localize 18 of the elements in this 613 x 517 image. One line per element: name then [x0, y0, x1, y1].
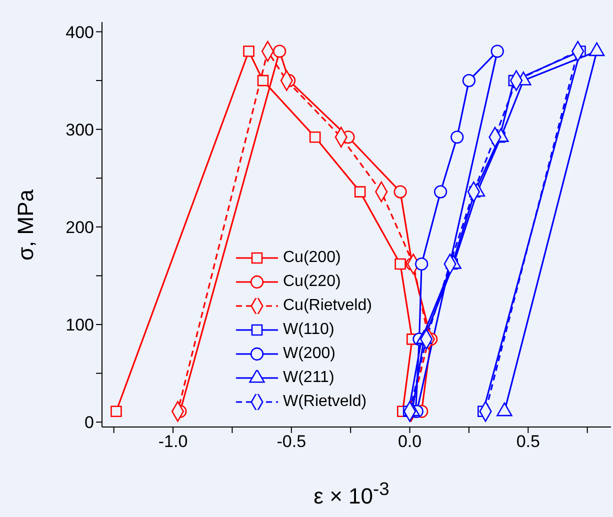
y-tick-label: 100 [66, 316, 94, 335]
x-tick-label: -0.5 [276, 432, 306, 452]
x-tick-label: 0.5 [516, 432, 540, 452]
legend-label: W(Rietveld) [283, 392, 367, 412]
y-tick-label: 300 [66, 120, 94, 140]
legend-label: W(200) [283, 344, 336, 364]
y-tick-label: 200 [66, 218, 94, 237]
legend-label: Cu(200) [283, 248, 341, 268]
y-tick-label: 400 [66, 22, 94, 42]
y-axis-title: σ, MPa [13, 189, 39, 261]
legend-label: Cu(220) [283, 272, 341, 292]
legend-label: Cu(Rietveld) [283, 296, 372, 316]
y-tick-label: 0 [84, 413, 94, 432]
x-tick-label: -1.0 [158, 432, 188, 452]
legend-label: W(110) [283, 320, 334, 340]
x-axis-title: ε × 10$^{-3}$ [312, 478, 390, 510]
x-tick-label: 0.0 [398, 432, 422, 452]
legend-label: W(211) [283, 368, 334, 388]
